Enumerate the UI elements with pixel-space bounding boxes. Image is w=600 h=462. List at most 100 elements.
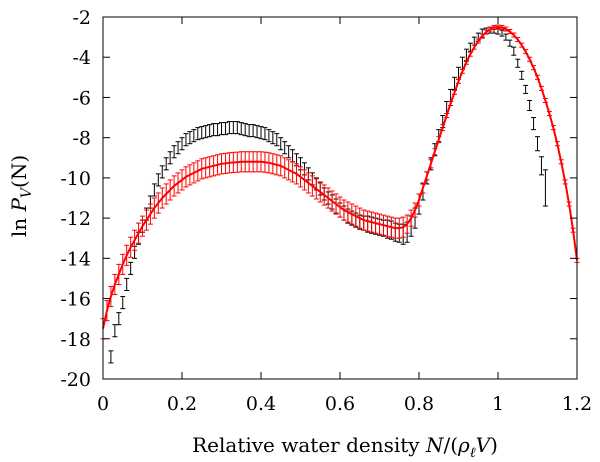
data-point-errorbar xyxy=(211,123,217,137)
data-point-errorbar xyxy=(108,285,114,308)
data-point-errorbar xyxy=(104,300,110,322)
data-point-errorbar xyxy=(515,37,521,43)
data-point-errorbar xyxy=(262,127,268,141)
data-point-errorbar xyxy=(124,244,130,266)
data-point-errorbar xyxy=(226,121,232,135)
x-tick-label: 1 xyxy=(492,393,504,415)
y-tick-label: -18 xyxy=(60,329,91,351)
data-point-errorbar xyxy=(128,236,134,258)
data-point-errorbar xyxy=(136,222,142,244)
data-point-errorbar xyxy=(329,190,335,212)
data-point-errorbar xyxy=(128,261,134,275)
data-point-errorbar xyxy=(151,197,157,219)
data-point-errorbar xyxy=(175,141,181,155)
data-point-errorbar xyxy=(270,131,276,145)
data-point-errorbar xyxy=(215,154,221,176)
data-point-errorbar xyxy=(452,89,458,95)
data-point-errorbar xyxy=(471,44,477,50)
data-point-errorbar xyxy=(380,214,386,236)
data-point-errorbar xyxy=(159,165,165,179)
data-point-errorbar xyxy=(191,162,197,184)
data-point-errorbar xyxy=(219,122,224,136)
data-point-errorbar xyxy=(503,26,509,32)
x-tick-label: 0.2 xyxy=(167,393,197,415)
data-point-errorbar xyxy=(183,166,189,188)
data-point-errorbar xyxy=(207,124,213,138)
data-point-errorbar xyxy=(163,157,169,171)
data-point-errorbar xyxy=(199,158,205,180)
data-point-errorbar xyxy=(124,277,130,292)
data-point-errorbar xyxy=(254,125,260,139)
data-point-errorbar xyxy=(388,216,394,238)
data-point-errorbar xyxy=(527,99,533,112)
data-point-errorbar xyxy=(341,199,347,221)
data-point-errorbar xyxy=(499,29,505,37)
data-point-errorbar xyxy=(282,157,288,179)
data-point-errorbar xyxy=(179,169,185,191)
data-point-errorbar xyxy=(191,129,197,143)
data-point-errorbar xyxy=(290,161,296,183)
data-point-errorbar xyxy=(309,175,315,197)
y-tick-label: -10 xyxy=(60,168,91,190)
data-point-errorbar xyxy=(511,46,517,56)
x-axis-label: Relative water density N/(ρℓV) xyxy=(192,433,498,461)
data-point-errorbar xyxy=(444,113,450,119)
data-point-errorbar xyxy=(282,141,288,155)
y-tick-label: -20 xyxy=(60,369,91,391)
data-point-errorbar xyxy=(187,164,193,186)
data-point-errorbar xyxy=(242,123,248,137)
data-point-errorbar xyxy=(167,179,173,201)
data-point-errorbar xyxy=(527,56,533,62)
data-point-errorbar xyxy=(112,324,118,338)
x-tick-label: 0.4 xyxy=(246,393,276,415)
data-point-errorbar xyxy=(349,203,355,225)
data-point-errorbar xyxy=(467,51,473,57)
data-point-errorbar xyxy=(475,38,481,44)
data-point-errorbar xyxy=(147,203,153,225)
data-point-errorbar xyxy=(535,136,540,152)
data-point-errorbar xyxy=(523,84,529,94)
data-point-errorbar xyxy=(262,151,268,173)
data-point-errorbar xyxy=(238,122,244,136)
y-axis-label: ln PV(N) xyxy=(7,155,35,237)
data-point-errorbar xyxy=(396,217,402,239)
data-point-errorbar xyxy=(120,296,126,310)
data-point-errorbar xyxy=(171,145,177,159)
x-tick-label: 1.2 xyxy=(562,393,592,415)
data-point-errorbar xyxy=(365,210,371,232)
data-point-errorbar xyxy=(542,97,548,103)
data-point-errorbar xyxy=(408,209,414,227)
data-point-errorbar xyxy=(203,157,209,179)
y-tick-label: -4 xyxy=(72,47,91,69)
data-point-errorbar xyxy=(420,182,426,194)
data-point-errorbar xyxy=(222,122,228,136)
data-point-errorbar xyxy=(519,70,525,80)
data-point-errorbar xyxy=(274,133,280,147)
data-point-errorbar xyxy=(270,153,276,175)
data-point-errorbar xyxy=(400,216,406,238)
data-point-errorbar xyxy=(163,183,169,205)
data-point-errorbar xyxy=(373,212,379,234)
data-point-errorbar xyxy=(507,39,513,47)
data-point-errorbar xyxy=(230,121,236,135)
series-model xyxy=(100,24,580,340)
data-point-errorbar xyxy=(562,179,568,185)
chart-marks xyxy=(100,24,580,364)
x-tick-label: 0.6 xyxy=(325,393,355,415)
data-point-errorbar xyxy=(321,184,327,206)
data-point-errorbar xyxy=(456,78,461,84)
data-point-errorbar xyxy=(463,59,469,65)
data-point-errorbar xyxy=(448,100,454,106)
data-point-errorbar xyxy=(538,85,544,91)
data-point-errorbar xyxy=(207,156,213,178)
data-point-errorbar xyxy=(416,193,422,207)
data-point-errorbar xyxy=(211,155,217,177)
data-point-errorbar xyxy=(301,169,307,191)
data-point-errorbar xyxy=(566,201,572,207)
data-point-errorbar xyxy=(132,229,138,251)
data-point-errorbar xyxy=(155,173,161,187)
data-point-errorbar xyxy=(546,111,552,117)
data-point-errorbar xyxy=(159,187,165,209)
y-tick-label: -6 xyxy=(72,87,91,109)
